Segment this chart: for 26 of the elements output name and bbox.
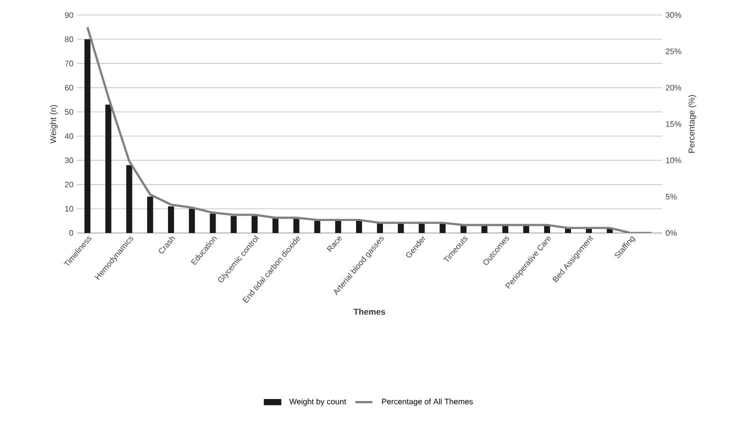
bar [544,226,550,233]
bar [314,220,320,233]
bar [84,39,90,233]
bar [418,223,425,233]
bar [523,226,530,233]
bar [356,220,362,233]
bar [335,220,342,233]
bar [460,226,467,233]
bar [293,218,300,233]
bar [481,226,488,233]
bar [376,223,383,233]
bar [272,218,278,233]
bar [398,223,404,233]
bar [188,208,195,233]
bar [105,104,112,233]
bar [230,216,237,233]
bar [126,165,132,233]
bar [147,196,154,233]
bar [252,216,258,233]
y2-axis-title: Percentage (%) [688,95,696,153]
x-axis-title: Themes [354,308,386,315]
bar [210,214,216,233]
bar [168,206,174,233]
y-axis-title: Weight (n) [50,105,58,144]
bar [502,226,508,233]
bar [440,223,446,233]
